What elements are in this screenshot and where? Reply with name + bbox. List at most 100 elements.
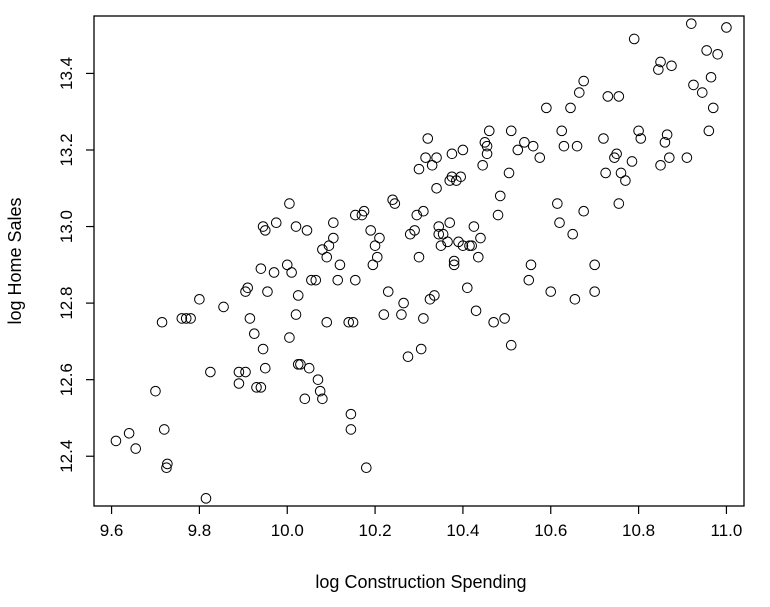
data-point	[503, 167, 515, 179]
data-point	[415, 343, 427, 355]
data-point	[158, 424, 170, 435]
data-point	[475, 232, 486, 244]
data-point	[244, 313, 256, 324]
y-tick-label: 12.4	[57, 440, 76, 473]
data-point	[345, 424, 357, 435]
data-point	[371, 251, 383, 263]
data-point	[382, 286, 394, 297]
data-point	[499, 313, 510, 324]
data-point	[292, 290, 304, 301]
data-point	[527, 140, 539, 152]
data-point	[655, 56, 666, 68]
data-point	[431, 182, 442, 194]
data-point	[270, 217, 282, 229]
data-point	[569, 293, 581, 305]
data-point	[481, 148, 493, 160]
plot-frame	[93, 15, 745, 507]
data-point	[685, 18, 697, 29]
x-tick-label: 10.2	[359, 521, 392, 540]
x-tick-label: 10.8	[622, 521, 655, 540]
data-point	[301, 225, 313, 236]
data-point	[519, 137, 530, 148]
data-point	[110, 435, 122, 447]
data-point	[558, 140, 570, 152]
data-point	[446, 148, 458, 160]
data-point	[664, 152, 675, 163]
data-point	[292, 359, 304, 370]
data-point	[123, 427, 135, 439]
data-point	[598, 133, 609, 144]
data-point	[661, 129, 673, 140]
data-point	[162, 458, 173, 470]
data-point	[653, 64, 664, 75]
data-point	[161, 462, 172, 474]
data-point	[343, 316, 355, 328]
data-point	[413, 163, 425, 175]
data-point	[259, 225, 271, 236]
data-point	[321, 251, 333, 263]
data-point	[290, 309, 302, 320]
data-point	[328, 217, 339, 229]
data-point	[332, 274, 344, 286]
data-point	[240, 366, 251, 378]
data-point	[492, 209, 504, 221]
data-point	[571, 140, 583, 152]
x-tick-label: 11.0	[711, 521, 743, 540]
data-point	[705, 71, 717, 83]
data-point	[462, 282, 473, 294]
data-point	[176, 313, 188, 324]
data-point	[378, 309, 390, 320]
data-point	[411, 209, 423, 221]
data-point	[433, 228, 445, 240]
data-point	[286, 267, 297, 278]
x-axis-title: log Construction Spending	[315, 572, 526, 592]
y-tick-label: 12.8	[57, 287, 76, 320]
data-point	[448, 259, 460, 271]
data-point	[312, 374, 324, 385]
data-point	[525, 259, 537, 271]
data-point	[655, 159, 666, 171]
data-point	[448, 255, 460, 267]
data-point	[659, 137, 671, 148]
data-point	[468, 221, 480, 232]
data-point	[578, 75, 589, 87]
data-point	[494, 190, 506, 202]
data-point	[578, 205, 589, 217]
data-point	[435, 240, 447, 251]
data-point	[712, 48, 723, 60]
data-point	[429, 290, 440, 301]
data-point	[611, 148, 622, 160]
data-point	[358, 205, 370, 217]
y-tick-label: 13.4	[57, 57, 76, 90]
y-axis-title: log Home Sales	[5, 197, 25, 324]
data-point	[360, 462, 372, 474]
data-point	[688, 79, 699, 91]
data-point	[628, 33, 640, 45]
data-point	[374, 232, 385, 244]
data-point	[334, 259, 346, 271]
data-point	[242, 282, 254, 294]
data-point	[681, 152, 693, 163]
data-point	[472, 251, 484, 263]
data-point	[284, 332, 295, 343]
data-point	[488, 316, 499, 328]
x-axis: 9.6 9.8 10.0 10.2 10.4 10.6 10.8 11.0	[100, 506, 743, 540]
data-point	[398, 297, 409, 309]
y-tick-label: 13.2	[57, 133, 76, 166]
data-point	[466, 240, 478, 251]
data-point	[464, 240, 475, 251]
data-point	[635, 133, 647, 144]
data-point	[534, 152, 546, 163]
data-point	[255, 382, 267, 393]
data-point	[350, 274, 361, 286]
data-point	[457, 144, 469, 156]
data-point	[721, 22, 732, 33]
data-point	[470, 305, 482, 317]
data-point	[303, 362, 315, 374]
data-point	[194, 293, 205, 305]
data-point	[295, 359, 306, 370]
data-point	[413, 251, 425, 263]
data-point	[418, 313, 429, 324]
x-tick-label: 10.6	[534, 521, 567, 540]
data-point	[703, 125, 715, 137]
